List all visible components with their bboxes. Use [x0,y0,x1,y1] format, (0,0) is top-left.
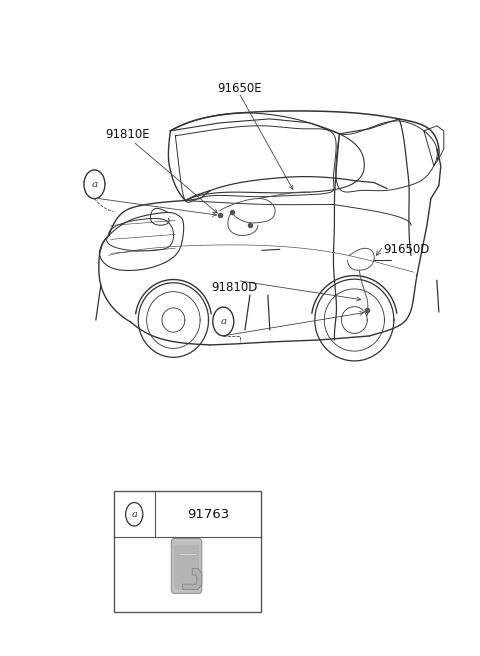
Text: a: a [132,510,137,519]
FancyBboxPatch shape [171,539,202,594]
Text: 91810D: 91810D [211,281,257,294]
Text: 91650D: 91650D [383,243,430,256]
Text: 91650E: 91650E [218,83,262,96]
Text: 91763: 91763 [187,508,229,521]
FancyBboxPatch shape [174,545,199,590]
Text: 91810E: 91810E [106,128,150,141]
Bar [114,491,262,612]
Text: a: a [220,317,227,326]
Text: a: a [91,180,97,189]
Polygon shape [183,569,202,590]
